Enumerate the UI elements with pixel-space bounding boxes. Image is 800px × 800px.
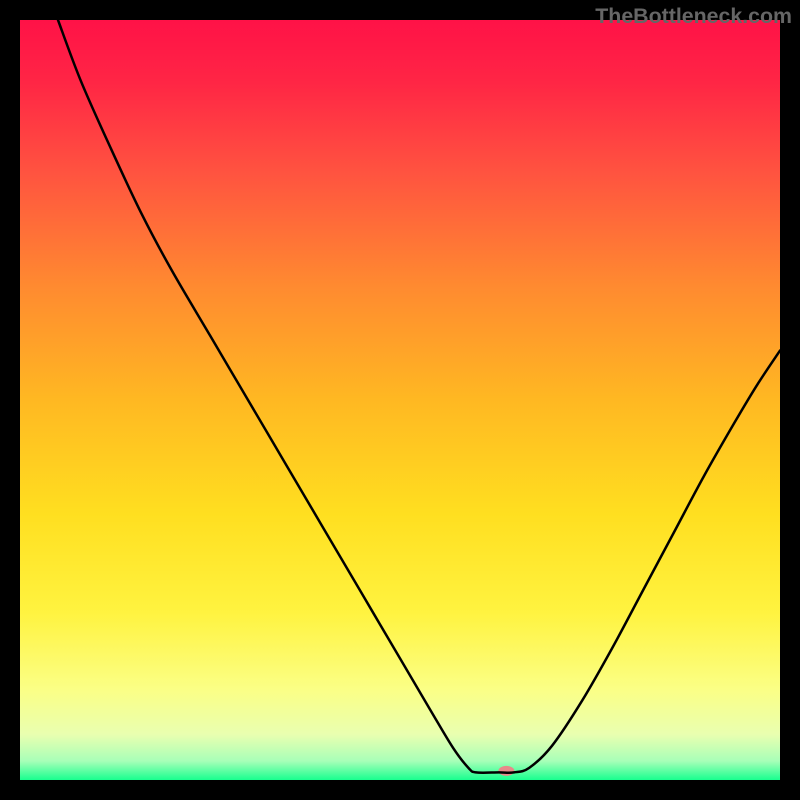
- bottleneck-marker: [498, 766, 514, 776]
- watermark-text: TheBottleneck.com: [595, 4, 792, 29]
- bottleneck-chart: TheBottleneck.com: [0, 0, 800, 800]
- chart-svg: [0, 0, 800, 800]
